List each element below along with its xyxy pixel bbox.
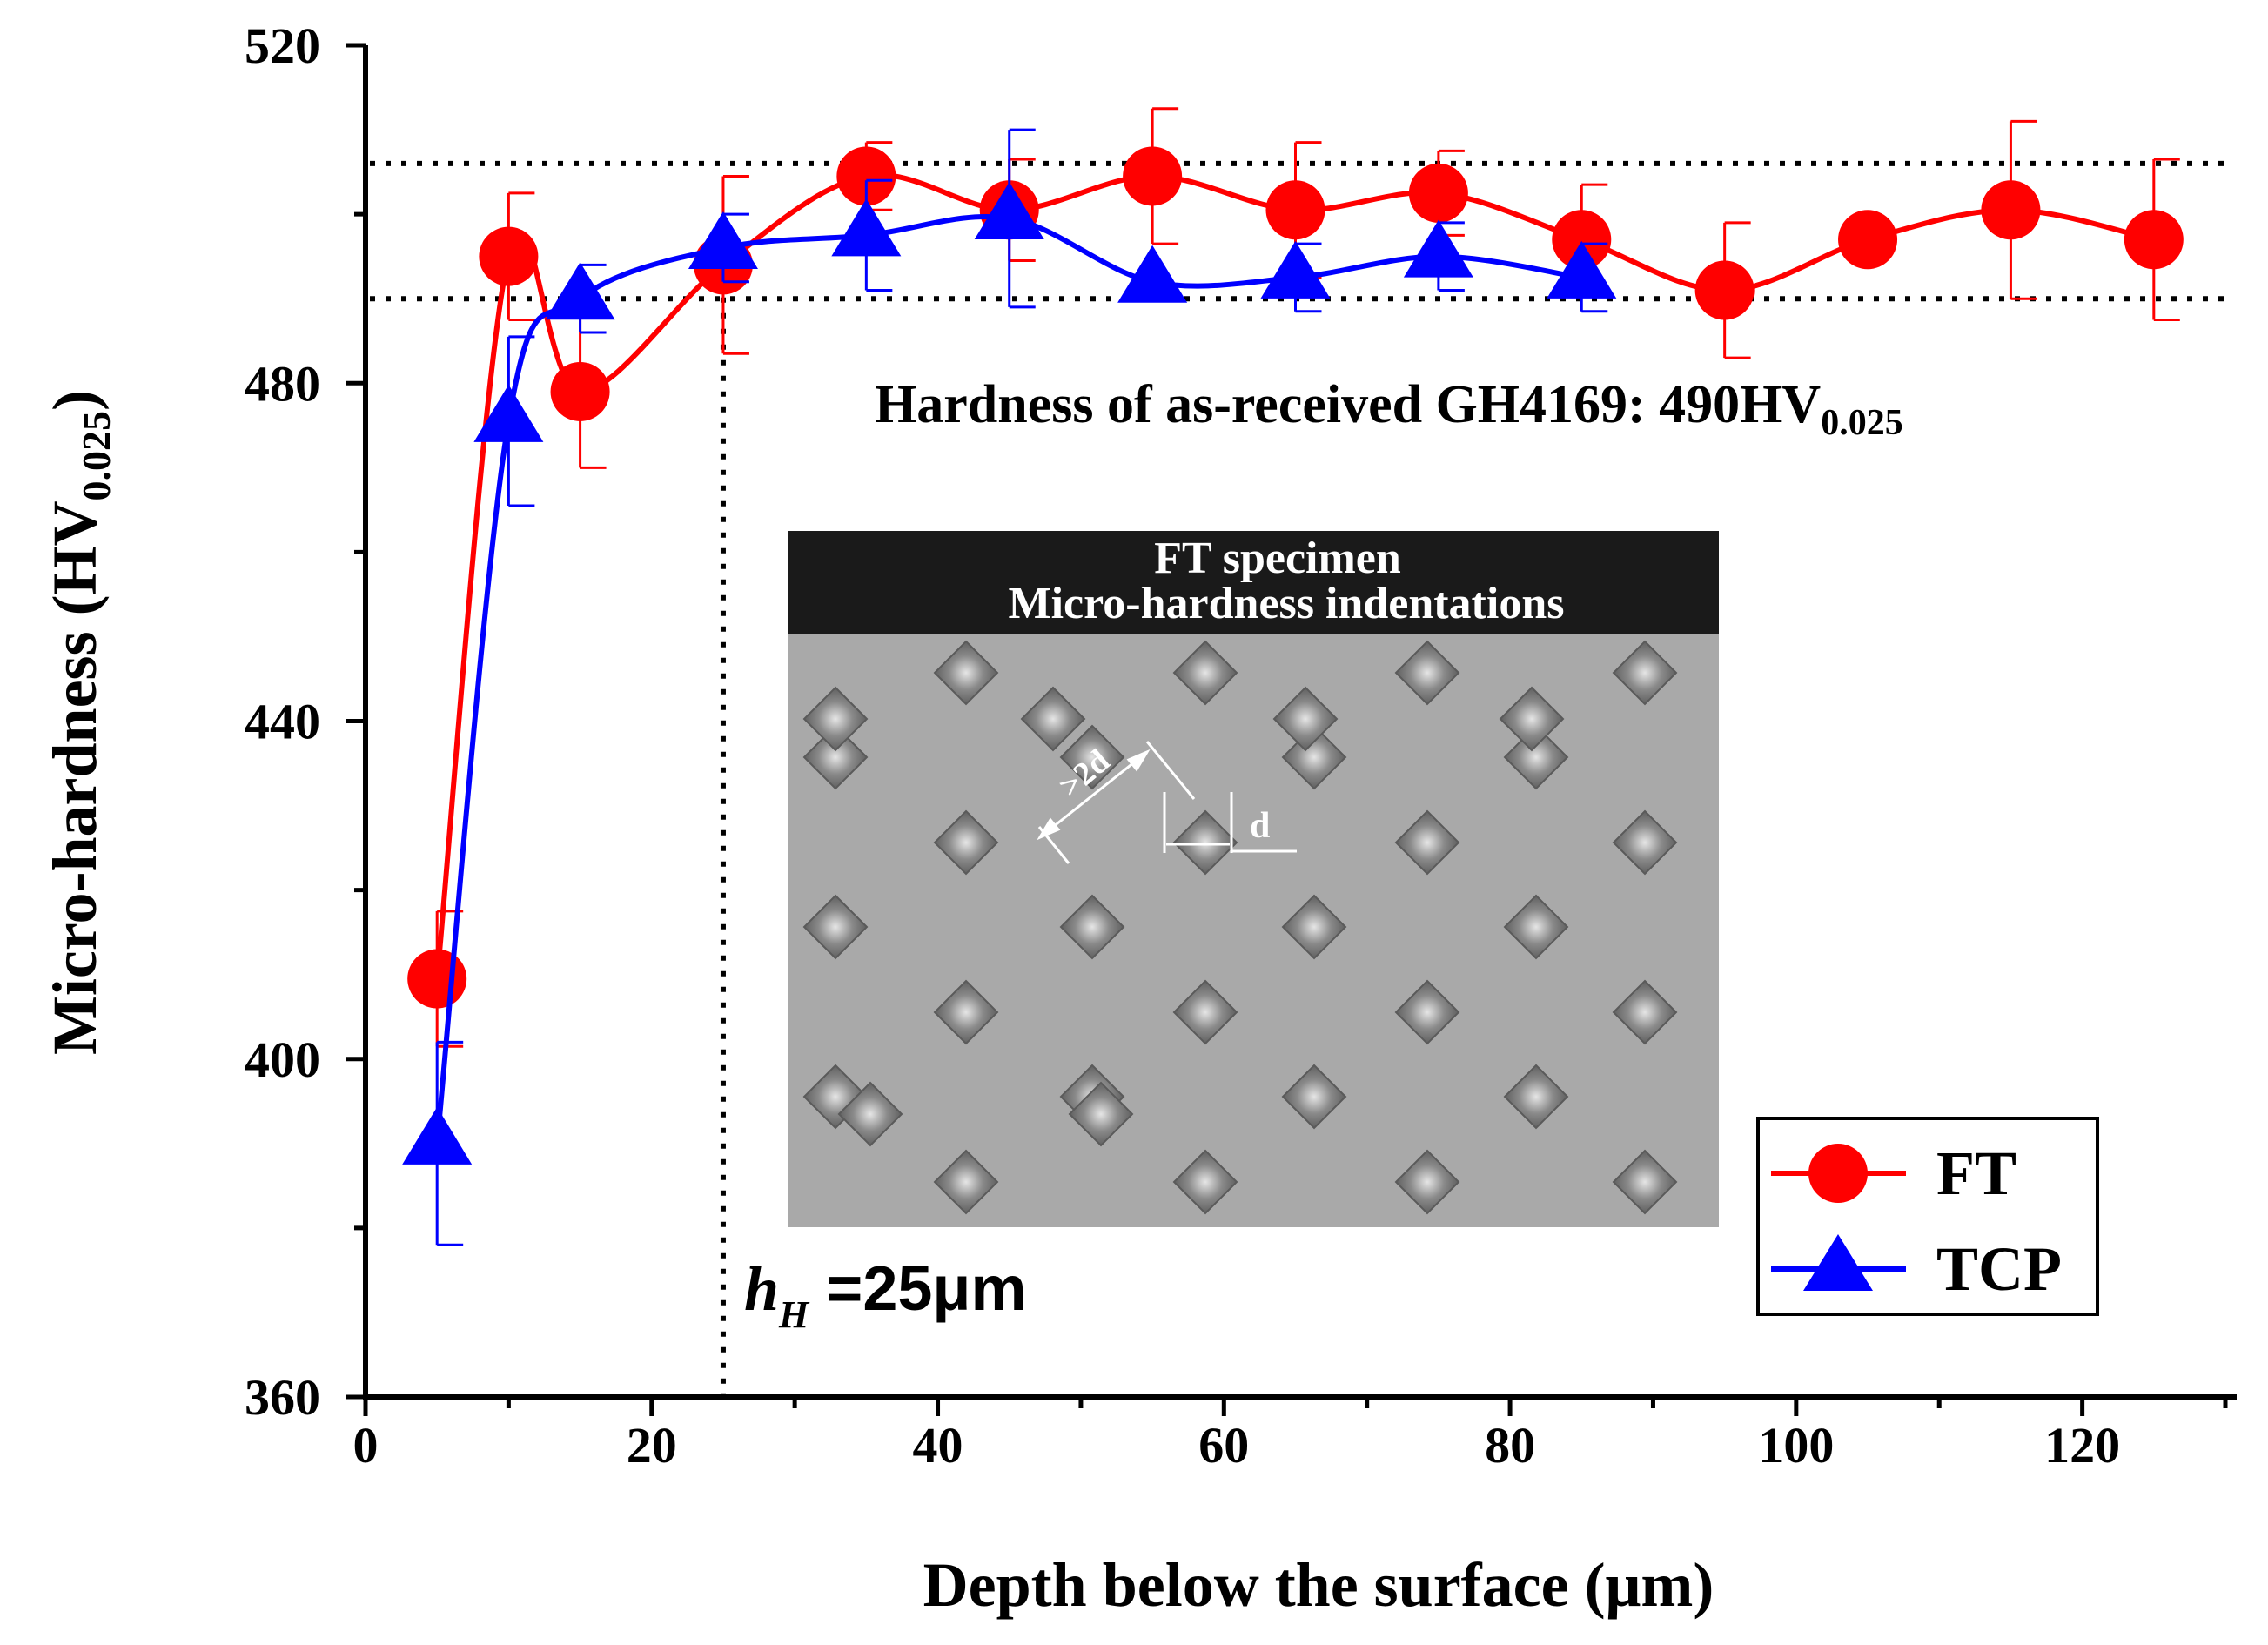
y-axis-label-close: ) [40,390,110,411]
legend-tcp-marker [1803,1234,1873,1291]
legend-ft-label: FT [1936,1138,2016,1208]
ft-point-1 [479,226,539,286]
y-axis-label: Micro-hardness (HV0.025) [40,390,118,1055]
y-tick-label-520: 520 [245,17,320,74]
indentation-32 [837,1081,903,1147]
ft-point-13 [2124,210,2184,270]
spacing-arrowhead-right [1126,749,1151,772]
indentation-20 [802,894,869,960]
inset-dark-band [788,531,1719,634]
indentation-16 [802,724,869,790]
tcp-point-5 [974,181,1044,239]
ft-point-11 [1838,210,1898,270]
x-tick-label-20: 20 [627,1417,677,1474]
tcp-point-1 [473,384,544,442]
indentation-6 [1394,809,1460,876]
indentation-2 [1394,640,1460,706]
spacing-annotation [1037,741,1297,864]
tick-labels: 0 20 40 60 80 100 120 360 400 440 480 520 [245,17,2120,1474]
indentation-11 [1612,979,1678,1045]
ft-point-12 [1981,180,2041,240]
indentation-3 [1612,640,1678,706]
indentation-14 [1394,1149,1460,1215]
x-tick-label-120: 120 [2044,1417,2120,1474]
indentation-33 [1068,1081,1134,1147]
indentation-21 [1059,894,1125,960]
indentation-9 [1172,979,1238,1045]
indentation-22 [1281,894,1347,960]
tcp-point-6 [1117,245,1188,303]
y-tick-label-400: 400 [245,1031,320,1088]
indentation-19 [1503,724,1569,790]
indentation-28 [802,686,869,752]
tcp-point-0 [402,1106,473,1165]
indentation-12 [933,1149,999,1215]
indentation-0 [933,640,999,706]
indentation-4 [933,809,999,876]
ft-point-8 [1408,163,1468,223]
indentation-31 [1499,686,1565,752]
ft-point-9 [1552,210,1612,270]
ft-point-6 [1123,146,1183,206]
tcp-point-7 [1260,240,1331,299]
y-axis-label-main: Micro-hardness (HV [40,500,110,1055]
y-axis-label-sub: 0.025 [74,411,118,501]
tcp-point-8 [1403,219,1473,278]
depth-annotation: hH =25μm [744,1254,1027,1336]
depth-annotation-h: h [744,1254,779,1324]
x-tick-label-100: 100 [1758,1417,1834,1474]
indentation-1 [1172,640,1238,706]
inset-title-line2: Micro-hardness indentations [1009,579,1565,628]
indentation-7 [1612,809,1678,876]
indentation-10 [1394,979,1460,1045]
tcp-point-3 [688,211,758,269]
indentation-23 [1503,894,1569,960]
ticks [346,43,2228,1416]
inset-background [788,531,1719,1227]
as-received-annotation-main: Hardness of as-received GH4169: 490HV [875,375,1821,434]
label-size: d [1250,806,1270,846]
legend: FT TCP [1756,1117,2099,1316]
ft-point-0 [407,949,467,1009]
indentation-8 [933,979,999,1045]
indentation-29 [1020,686,1086,752]
depth-annotation-sub: H [778,1293,810,1336]
ft-point-10 [1694,260,1755,320]
tcp-point-9 [1547,240,1617,299]
tcp-point-4 [831,198,902,257]
legend-tcp-label: TCP [1936,1234,2062,1304]
tcp-point-2 [545,262,615,320]
indentation-13 [1172,1149,1238,1215]
spacing-arrow [1039,750,1148,839]
indentation-17 [1059,724,1125,790]
x-tick-label-80: 80 [1485,1417,1535,1474]
indentation-30 [1272,686,1339,752]
as-received-annotation: Hardness of as-received GH4169: 490HV0.0… [875,375,1903,443]
spacing-ext-right [1145,741,1196,800]
as-received-annotation-sub: 0.025 [1821,403,1903,443]
indentation-27 [1503,1064,1569,1130]
inset-micrograph: FT specimen Micro-hardness indentations … [788,531,1719,1227]
x-tick-label-40: 40 [913,1417,963,1474]
indentation-15 [1612,1149,1678,1215]
depth-annotation-value: =25μm [809,1254,1026,1324]
indentation-26 [1281,1064,1347,1130]
x-axis-label: Depth below the surface (μm) [923,1550,1714,1620]
y-tick-label-360: 360 [245,1369,320,1426]
legend-ft-marker [1808,1144,1868,1203]
ft-point-4 [836,146,896,206]
ft-point-7 [1265,180,1325,240]
y-tick-label-440: 440 [245,694,320,750]
spacing-ext-left [1037,826,1070,864]
reference-lines [370,160,2228,302]
indentation-5 [1172,809,1238,876]
x-tick-label-60: 60 [1198,1417,1249,1474]
y-tick-label-480: 480 [245,355,320,412]
inset-title-line1: FT specimen [1154,534,1401,583]
ft-point-2 [550,361,610,421]
x-tick-label-0: 0 [353,1417,379,1474]
series-tcp [402,128,1617,1246]
indentation-grid [802,640,1678,1215]
